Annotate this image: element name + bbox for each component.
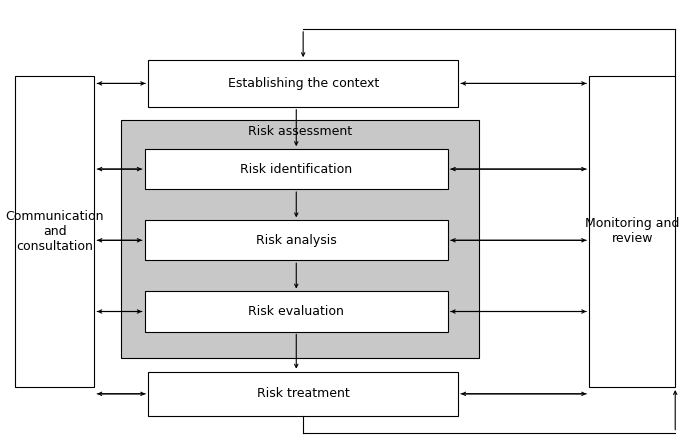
Bar [148,372,458,416]
Bar [121,120,479,358]
Bar [145,291,448,332]
Text: Risk analysis: Risk analysis [256,234,337,247]
Bar [15,76,94,387]
Bar [589,76,675,387]
Bar [148,60,458,107]
Text: Communication
and
consultation: Communication and consultation [6,210,104,253]
Text: Monitoring and
review: Monitoring and review [585,218,679,245]
Text: Establishing the context: Establishing the context [227,77,379,90]
Bar [145,220,448,260]
Text: Risk treatment: Risk treatment [257,387,349,400]
Text: Risk identification: Risk identification [240,162,352,176]
Text: Risk assessment: Risk assessment [247,125,352,138]
Bar [145,149,448,189]
Text: Risk evaluation: Risk evaluation [248,305,344,318]
